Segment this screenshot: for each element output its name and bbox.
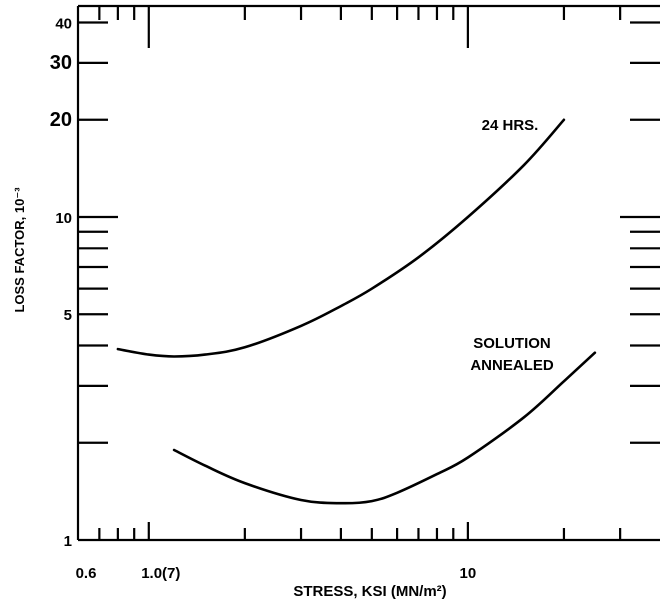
y-tick-label: 1 bbox=[64, 533, 72, 550]
annotation-label: SOLUTION bbox=[473, 335, 551, 352]
x-tick-label: 1.0(7) bbox=[141, 565, 180, 582]
y-tick-label: 10 bbox=[55, 210, 72, 227]
y-tick-label: 40 bbox=[55, 16, 72, 33]
x-axis-title: STRESS, KSI (MN/m²) bbox=[293, 583, 446, 600]
y-tick-label: 30 bbox=[50, 52, 72, 74]
annotation-label: 24 HRS. bbox=[482, 117, 539, 134]
series-line-24-hrs bbox=[116, 118, 566, 358]
y-tick-label: 20 bbox=[50, 109, 72, 131]
plot-frame bbox=[76, 4, 660, 542]
annotations: 24 HRS. SOLUTION ANNEALED bbox=[470, 117, 554, 374]
annotation-label: ANNEALED bbox=[470, 357, 554, 374]
x-tick-label: 10 bbox=[460, 565, 477, 582]
y-tick-label: 5 bbox=[64, 307, 72, 324]
axis-ticks bbox=[78, 6, 660, 540]
series-line-solution-annealed bbox=[172, 351, 597, 505]
tick-labels: 0.6 1.0(7) 10 1 5 10 20 30 40 bbox=[50, 16, 476, 582]
x-tick-label: 0.6 bbox=[76, 565, 97, 582]
series-lines bbox=[116, 118, 597, 505]
y-axis-title: LOSS FACTOR, 10⁻³ bbox=[12, 187, 27, 313]
